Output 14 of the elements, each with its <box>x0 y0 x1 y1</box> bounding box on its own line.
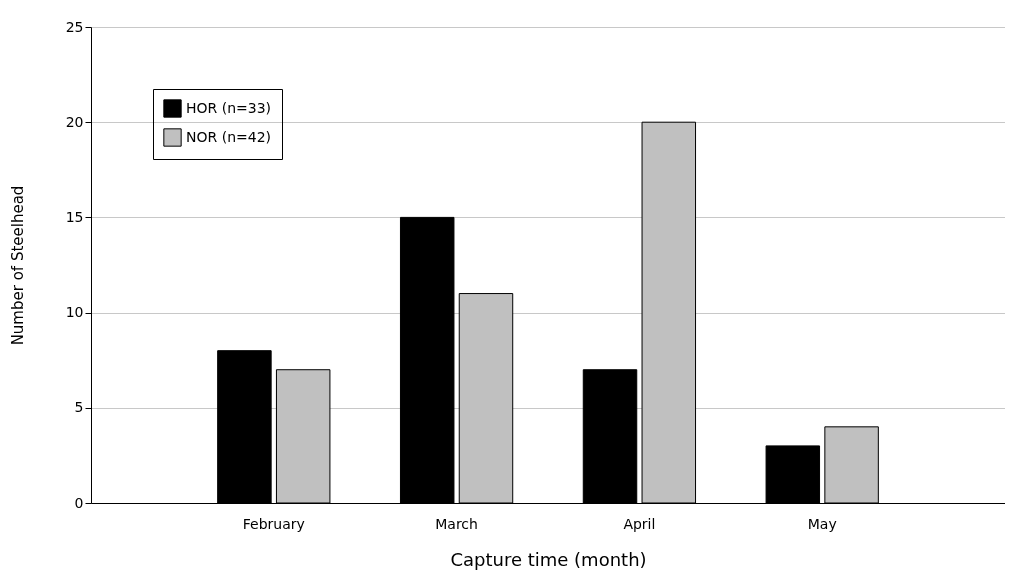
y-tick-label: 5 <box>74 399 84 416</box>
x-tick-label: March <box>435 515 478 532</box>
legend-label: NOR (n=42) <box>186 128 272 145</box>
legend-label: HOR (n=33) <box>186 99 272 116</box>
x-tick-label: April <box>623 515 656 532</box>
y-axis-title: Number of Steelhead <box>8 185 27 346</box>
y-tick-label: 20 <box>65 113 84 130</box>
x-axis-title: Capture time (month) <box>450 548 647 570</box>
y-tick-label: 15 <box>65 208 84 225</box>
y-tick-label: 10 <box>65 304 84 321</box>
x-tick-label: February <box>242 515 305 532</box>
y-tick-label: 25 <box>65 18 84 35</box>
x-tick-label: May <box>807 515 837 532</box>
y-tick-label: 0 <box>74 494 84 511</box>
